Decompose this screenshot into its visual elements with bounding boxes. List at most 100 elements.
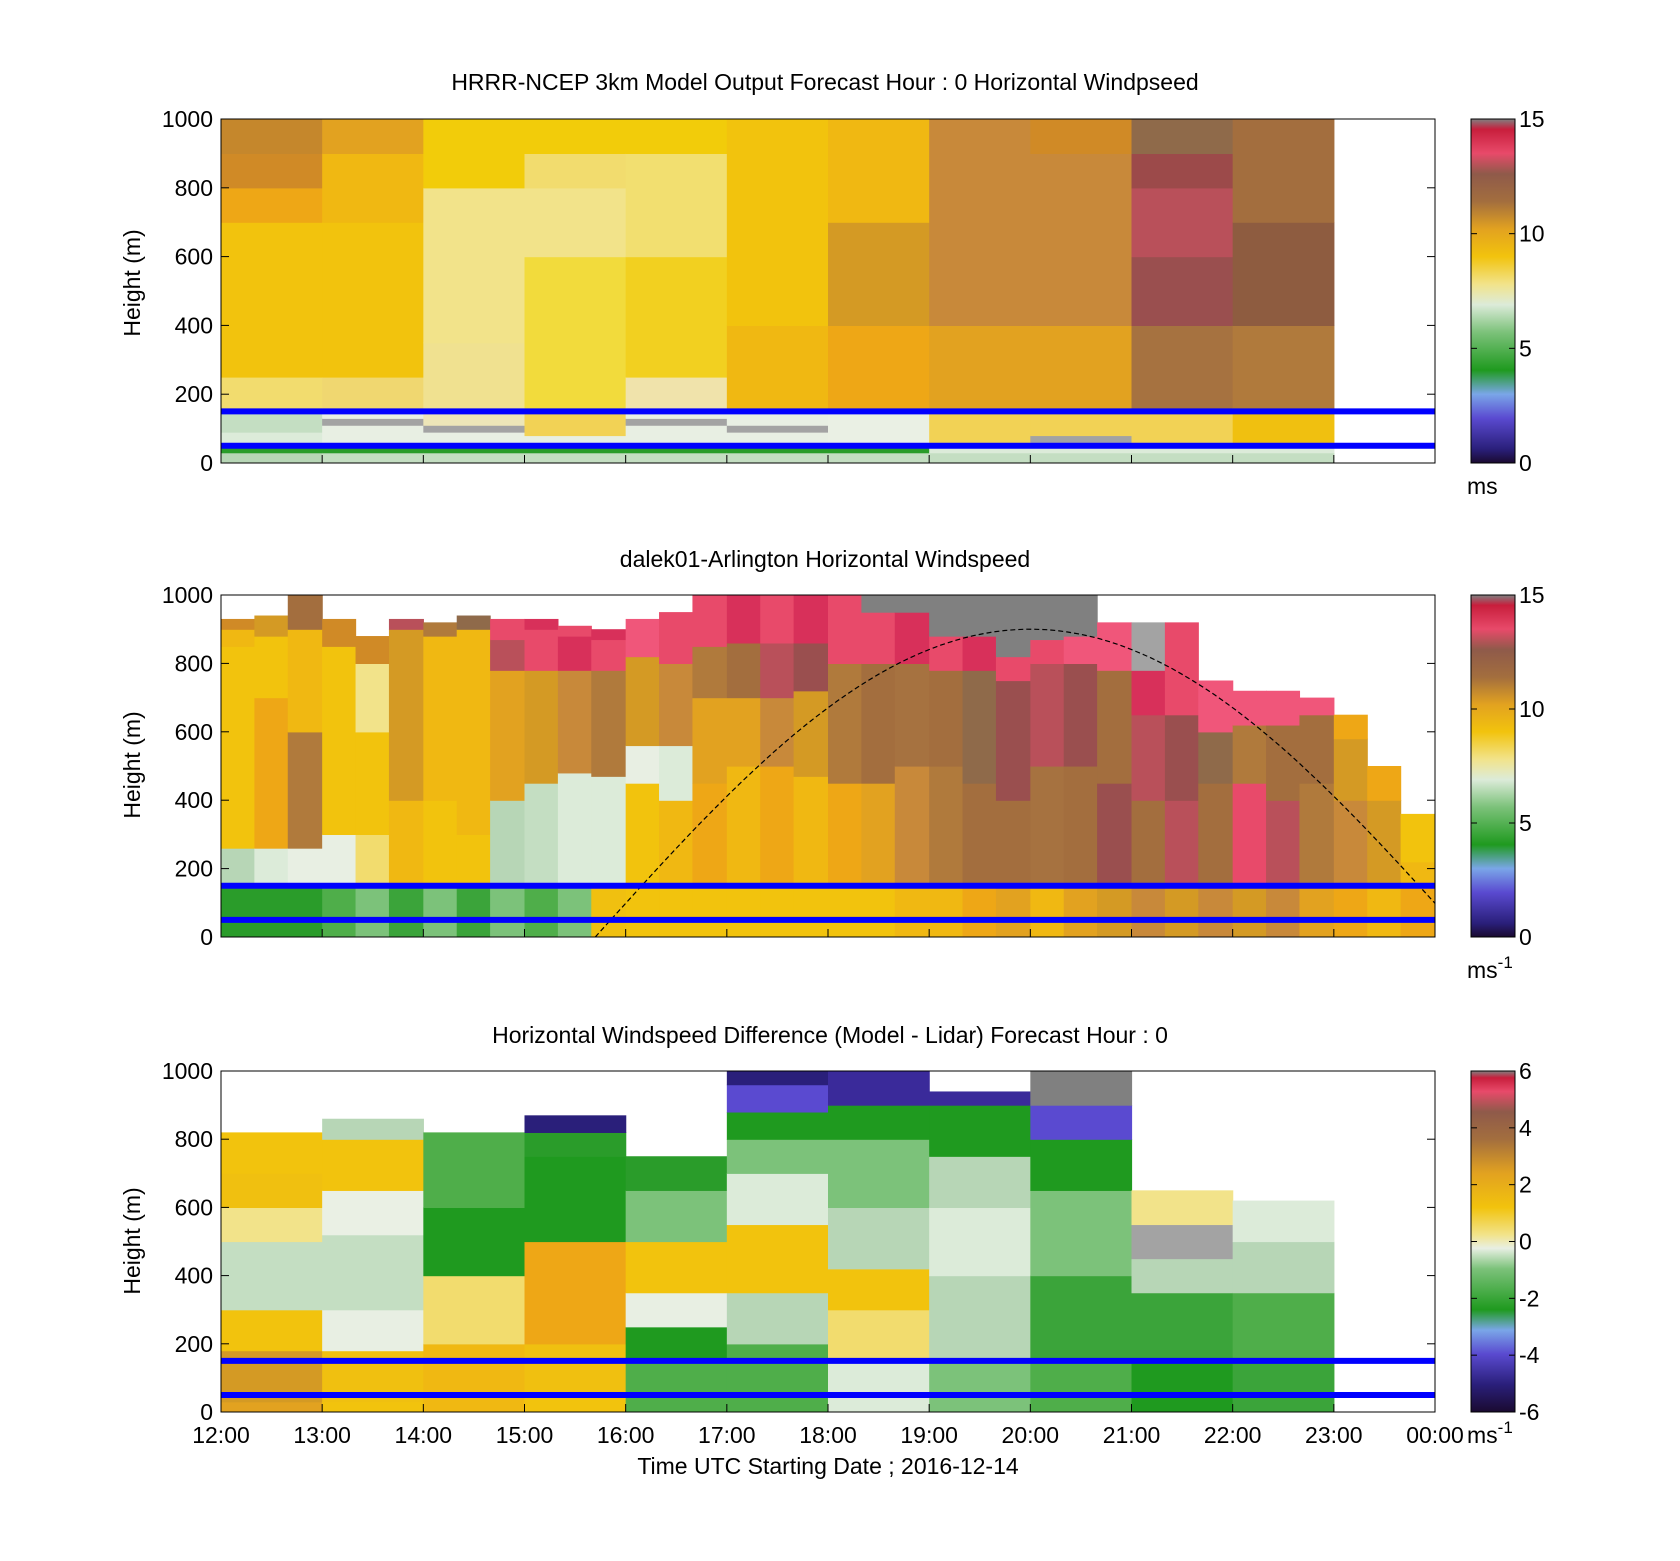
y-tick-label: 600 [175,719,213,745]
heatmap-cell [726,325,829,409]
heatmap-cell [1164,714,1199,801]
heatmap-cell [1097,885,1133,937]
heatmap-cell [1164,622,1199,688]
heatmap-cell [1030,1139,1133,1191]
heatmap-cell [1030,119,1133,154]
x-tick-label: 18:00 [799,1422,857,1448]
heatmap-cell [221,452,323,463]
heatmap-cell [221,222,323,378]
heatmap-cell [591,629,627,641]
heatmap-cell [726,447,829,454]
heatmap-cell [1367,800,1402,887]
heatmap-cell [1232,1360,1335,1412]
y-tick-label: 1000 [162,1058,213,1084]
heatmap-cell [254,697,289,849]
heatmap-cell [894,663,930,767]
colorbar-tick-label: 0 [1519,924,1532,950]
heatmap-cell [1063,595,1098,637]
heatmap-cell [1367,766,1402,801]
heatmap-cell [828,447,930,454]
y-tick-label: 0 [200,450,213,476]
heatmap-cell [524,629,559,671]
heatmap-cell [322,1401,424,1412]
heatmap-cell [929,1360,1031,1412]
heatmap-cell [861,663,896,784]
plot-area: 0 200 400 600 800 1000 [162,582,1436,950]
heatmap-cell [355,731,390,835]
heatmap-cell [726,1224,829,1294]
heatmap-cell [1063,885,1098,937]
heatmap-cell [1232,119,1335,223]
heatmap-cell [625,418,728,426]
heatmap-cell [1131,1292,1234,1362]
heatmap-cell [1232,724,1267,784]
heatmap-cell [1131,1224,1234,1260]
colorbar-tick-label: 0 [1519,450,1532,476]
heatmap-cell [1030,1360,1133,1412]
heatmap-cell [929,766,964,887]
heatmap-cell [423,636,458,801]
heatmap-cell [659,663,694,747]
colorbar-tick-label: 10 [1519,221,1545,247]
y-tick-label: 0 [200,1399,213,1425]
daylight-curve [594,628,1435,937]
heatmap-cell [929,325,1031,409]
heatmap-cell [828,119,930,223]
x-tick-label: 16:00 [597,1422,655,1448]
heatmap-cell [760,642,795,699]
heatmap-cell [726,595,761,644]
y-tick-label: 400 [175,787,213,813]
heatmap-cell [1232,452,1335,463]
heatmap-cell [793,885,829,937]
colorbar-tick-label: 10 [1519,696,1545,722]
y-tick-label: 200 [175,381,213,407]
x-tick-label: 19:00 [900,1422,958,1448]
heatmap-cell [929,885,964,937]
heatmap-cell [557,772,592,887]
heatmap-cell [388,800,424,887]
heatmap-cell [1266,800,1301,887]
heatmap-cell [625,452,728,463]
heatmap-cell [828,1309,930,1362]
heatmap-cell [962,783,997,887]
heatmap-cell [1232,1241,1335,1294]
x-tick-label: 23:00 [1305,1422,1363,1448]
heatmap-cell [760,885,795,937]
heatmap-cell [287,848,323,887]
heatmap-cell [828,1105,930,1140]
heatmap-cell [1131,714,1166,801]
heatmap-cell [591,885,627,937]
heatmap-cell [1131,1190,1234,1226]
plot-area: 0 200 400 600 800 1000 [162,106,1436,476]
heatmap-cell [221,1207,323,1243]
heatmap-cell [1333,714,1368,740]
heatmap-cell [221,618,255,630]
heatmap-cell [1131,187,1234,258]
y-tick-label: 800 [175,1126,213,1152]
heatmap-cells [221,119,1335,463]
heatmap-cells [221,595,1435,937]
heatmap-cell [557,636,592,671]
heatmap-cell [456,615,491,630]
heatmap-cell [625,119,728,154]
heatmap-cell [995,595,1031,658]
heatmap-cell [322,1190,424,1236]
heatmap-cell [322,447,424,454]
heatmap-cell [322,1234,424,1311]
colorbar-tick-label: 6 [1519,1058,1532,1084]
heatmap-cell [929,1275,1031,1362]
heatmap-cell [1030,639,1065,664]
y-tick-label: 1000 [162,106,213,132]
plot-area: 0 200 400 600 800 1000 12:00 13:00 14:00 15:00 16:… [162,1058,1464,1448]
heatmap-cell [1131,153,1234,189]
heatmap-cell [692,783,728,887]
heatmap-cell [423,342,526,409]
heatmap-cell [221,848,255,887]
heatmap-cell [692,646,728,699]
heatmap-cell [254,848,289,887]
heatmap-cell [1131,325,1234,409]
heatmap-cell [659,800,694,887]
heatmap-cell [1198,783,1234,887]
x-tick-label: 15:00 [496,1422,554,1448]
heatmap-cell [625,377,728,409]
